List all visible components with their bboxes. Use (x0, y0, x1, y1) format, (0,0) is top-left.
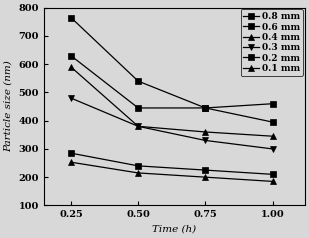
0.3 mm (69, 97, 73, 99)
0.2 mm (271, 173, 274, 176)
0.8 mm (271, 102, 274, 105)
0.4 mm (271, 135, 274, 138)
0.1 mm (204, 176, 207, 178)
Line: 0.4 mm: 0.4 mm (68, 64, 275, 139)
Line: 0.1 mm: 0.1 mm (68, 159, 275, 184)
0.6 mm (271, 121, 274, 124)
X-axis label: Time (h): Time (h) (152, 225, 197, 234)
0.6 mm (204, 107, 207, 109)
0.4 mm (69, 65, 73, 68)
0.2 mm (204, 169, 207, 172)
0.3 mm (271, 148, 274, 150)
0.3 mm (136, 125, 140, 128)
Line: 0.2 mm: 0.2 mm (68, 150, 275, 177)
0.2 mm (69, 152, 73, 155)
0.6 mm (69, 54, 73, 57)
Legend: 0.8 mm, 0.6 mm, 0.4 mm, 0.3 mm, 0.2 mm, 0.1 mm: 0.8 mm, 0.6 mm, 0.4 mm, 0.3 mm, 0.2 mm, … (240, 10, 303, 76)
0.2 mm (136, 164, 140, 167)
0.1 mm (271, 180, 274, 183)
0.3 mm (204, 139, 207, 142)
Line: 0.8 mm: 0.8 mm (68, 15, 275, 111)
0.4 mm (204, 130, 207, 133)
Line: 0.3 mm: 0.3 mm (68, 95, 275, 152)
Y-axis label: Particle size (nm): Particle size (nm) (4, 61, 13, 152)
0.8 mm (204, 107, 207, 109)
Line: 0.6 mm: 0.6 mm (68, 53, 275, 125)
0.4 mm (136, 125, 140, 128)
0.8 mm (69, 16, 73, 19)
0.6 mm (136, 107, 140, 109)
0.1 mm (136, 172, 140, 174)
0.1 mm (69, 161, 73, 164)
0.8 mm (136, 80, 140, 83)
